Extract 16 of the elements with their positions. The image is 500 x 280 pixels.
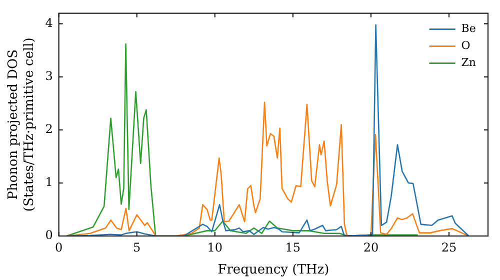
x-tick-label: 0: [55, 240, 63, 254]
y-tick-label: 3: [45, 68, 53, 83]
x-tick-label: 5: [133, 240, 141, 254]
y-tick-label: 4: [45, 16, 54, 30]
x-tick-label: 25: [441, 240, 457, 254]
x-tick-label: 10: [207, 240, 223, 254]
legend-label: O: [461, 39, 470, 52]
legend-label: Zn: [461, 56, 476, 70]
y-tick-label: 2: [45, 122, 53, 136]
x-tick-label: 15: [285, 240, 301, 254]
x-tick-label: 20: [363, 240, 379, 254]
y-axis-title: Phonon projected DOS (States/THz·primitive cell): [6, 38, 37, 212]
x-axis-title: Frequency (THz): [218, 262, 330, 278]
y-tick-label: 0: [45, 228, 53, 242]
legend-label: Be: [461, 22, 476, 36]
y-tick-label: 1: [45, 175, 53, 190]
